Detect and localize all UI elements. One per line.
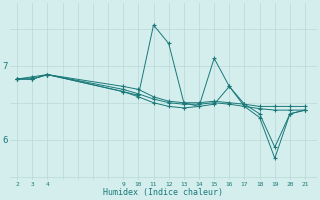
X-axis label: Humidex (Indice chaleur): Humidex (Indice chaleur) — [103, 188, 223, 197]
